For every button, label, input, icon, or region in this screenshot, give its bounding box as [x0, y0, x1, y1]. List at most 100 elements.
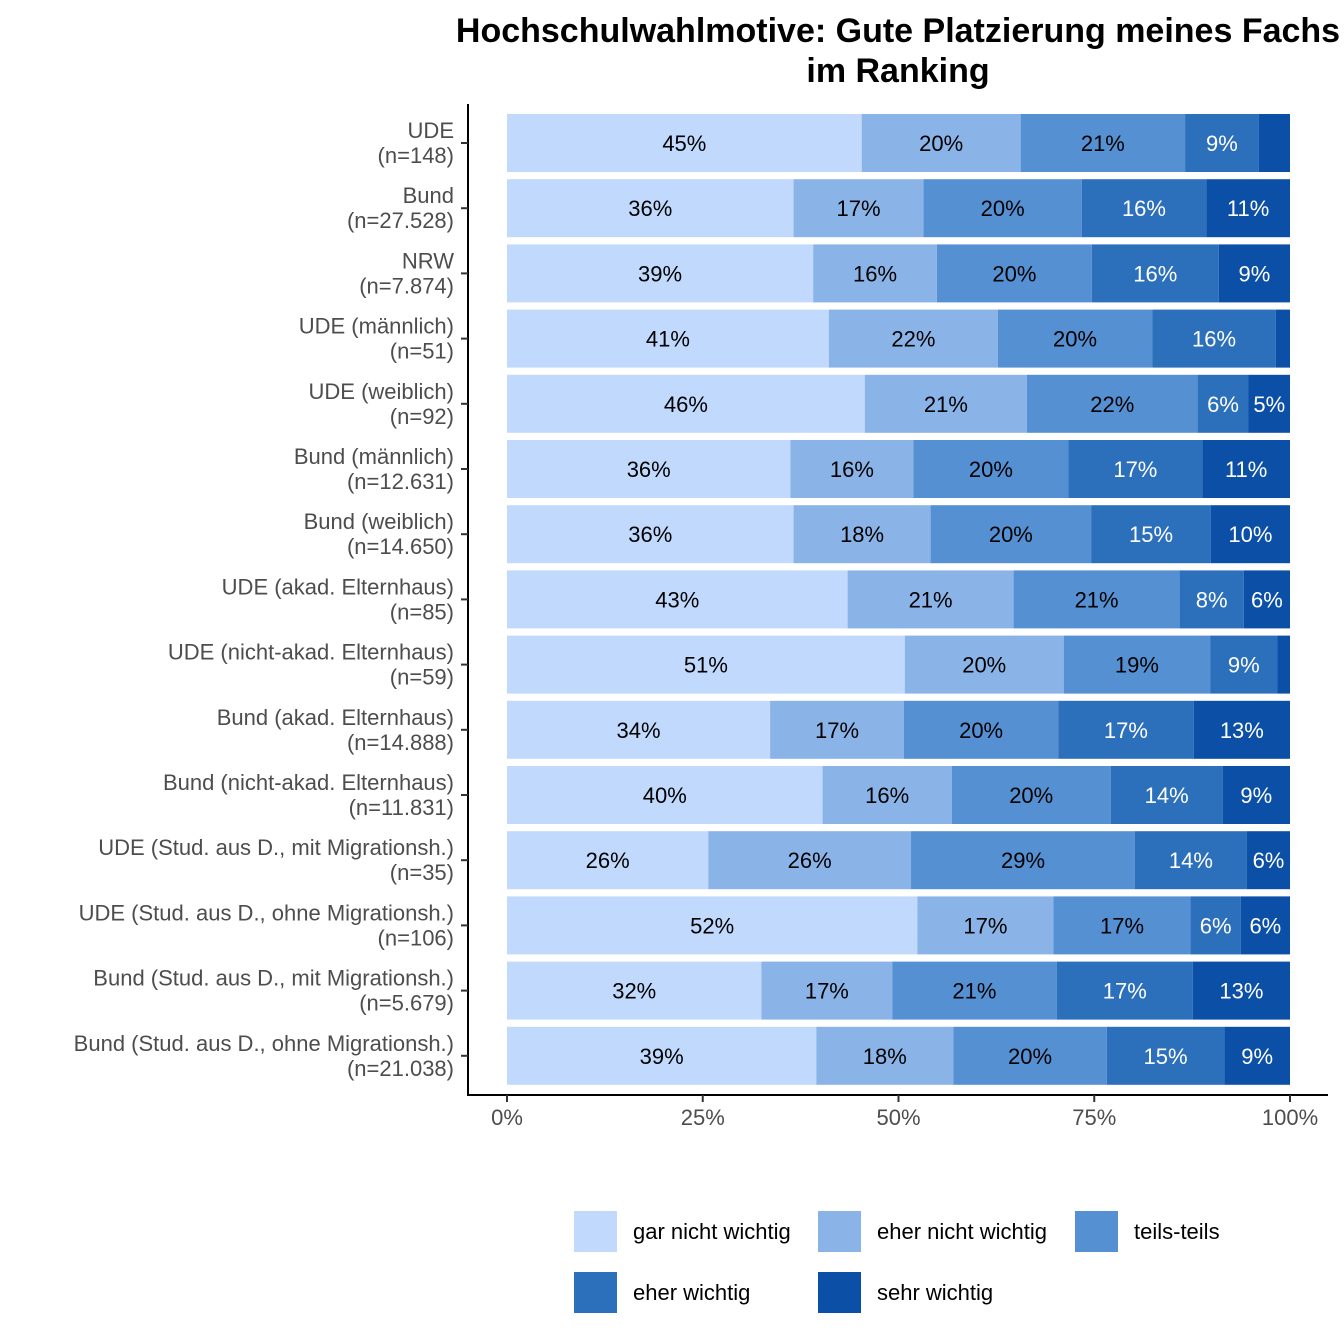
data-label: 26% — [788, 848, 832, 873]
data-label: 16% — [865, 783, 909, 808]
data-label: 21% — [909, 587, 953, 612]
x-tick-label: 75% — [1072, 1105, 1116, 1130]
y-tick-label: NRW — [402, 248, 454, 273]
y-tick-label: Bund — [403, 183, 454, 208]
bar-segment — [507, 309, 829, 368]
data-label: 40% — [643, 783, 687, 808]
data-label: 36% — [628, 522, 672, 547]
data-label: 21% — [952, 979, 996, 1004]
bar-segment — [1192, 961, 1290, 1020]
data-label: 20% — [981, 196, 1025, 221]
legend-key — [818, 1272, 861, 1313]
bar-segment — [507, 700, 771, 759]
data-label: 46% — [664, 392, 708, 417]
y-tick-label: UDE (Stud. aus D., mit Migrationsh.) — [98, 835, 454, 860]
legend-label: sehr wichtig — [877, 1280, 993, 1305]
bar-segment — [1210, 505, 1290, 564]
bar-segment — [1110, 766, 1223, 824]
bar-segment — [917, 896, 1054, 955]
data-label: 22% — [891, 327, 935, 352]
data-label: 11% — [1225, 457, 1267, 482]
data-label: 20% — [962, 653, 1006, 678]
x-tick-label: 100% — [1262, 1105, 1318, 1130]
data-label: 20% — [919, 131, 963, 156]
data-label: 17% — [1104, 718, 1148, 743]
data-label: 36% — [628, 196, 672, 221]
data-label: 39% — [638, 261, 682, 286]
data-label: 39% — [640, 1044, 684, 1069]
bar-segment — [770, 700, 904, 759]
chart-title: Hochschulwahlmotive: Gute Platzierung me… — [456, 12, 1340, 90]
y-tick-label: UDE (weiblich) — [309, 379, 454, 404]
bar-segment — [790, 440, 914, 498]
bar-segment — [904, 635, 1064, 694]
data-label: 6% — [1200, 913, 1232, 938]
bar-segment — [892, 961, 1057, 1020]
y-tick-label: UDE (Stud. aus D., ohne Migrationsh.) — [79, 900, 454, 925]
bar-segment — [1202, 440, 1290, 498]
bar-segment — [1058, 700, 1194, 759]
y-tick-sublabel: (n=51) — [390, 339, 454, 364]
legend-label: eher wichtig — [633, 1280, 750, 1305]
data-label: 16% — [1133, 261, 1177, 286]
data-label: 17% — [1113, 457, 1157, 482]
y-tick-label: UDE — [408, 118, 454, 143]
data-label: 14% — [1145, 783, 1189, 808]
bar-segment — [1026, 374, 1198, 433]
legend-key — [818, 1211, 861, 1252]
data-label: 19% — [1115, 653, 1159, 678]
data-label: 6% — [1253, 848, 1285, 873]
y-tick-sublabel: (n=85) — [390, 599, 454, 624]
data-label: 18% — [840, 522, 884, 547]
bar-segment — [1190, 896, 1241, 955]
legend-label: eher nicht wichtig — [877, 1219, 1047, 1244]
bar-segment — [930, 505, 1092, 564]
data-label: 29% — [1001, 848, 1045, 873]
data-label: 17% — [1103, 979, 1147, 1004]
y-tick-sublabel: (n=148) — [378, 143, 454, 168]
data-label: 21% — [1081, 131, 1125, 156]
bar-segment — [813, 244, 937, 303]
bar-segment — [793, 505, 931, 564]
data-label: 14% — [1169, 848, 1213, 873]
y-tick-label: Bund (Stud. aus D., mit Migrationsh.) — [93, 966, 454, 991]
data-label: 20% — [989, 522, 1033, 547]
bar-segment — [507, 831, 709, 890]
bar-segment — [1275, 309, 1290, 368]
bar-segment — [507, 766, 823, 824]
data-labels-layer: 45% 20% 21% 9% 36% 17% 20% 16% 11% 39% 16% 20% 16% 9%… — [586, 131, 1286, 1069]
data-label: 20% — [969, 457, 1013, 482]
bar-segment — [847, 570, 1014, 629]
bar-segment — [1197, 374, 1249, 433]
bar-segment — [793, 179, 924, 238]
y-tick-sublabel: (n=59) — [390, 665, 454, 690]
bar-segment — [816, 1026, 954, 1085]
y-tick-label: Bund (weiblich) — [304, 509, 454, 534]
data-label: 21% — [1075, 587, 1119, 612]
bar-segment — [1185, 114, 1259, 172]
bar-segment — [1081, 179, 1207, 238]
bar-segment — [1277, 635, 1290, 694]
bar-segment — [1152, 309, 1276, 368]
data-label: 9% — [1206, 131, 1238, 156]
y-tick-sublabel: (n=35) — [390, 860, 454, 885]
bar-segment — [1218, 244, 1290, 303]
data-label: 36% — [627, 457, 671, 482]
title-line-2: im Ranking — [806, 52, 989, 90]
data-label: 16% — [1192, 327, 1236, 352]
bar-segment — [951, 766, 1111, 824]
bar-segment — [507, 505, 794, 564]
bar-segment — [828, 309, 998, 368]
y-tick-sublabel: (n=21.038) — [347, 1056, 454, 1081]
bar-segment — [1246, 831, 1290, 890]
bar-segment — [997, 309, 1153, 368]
bar-segment — [1053, 896, 1191, 955]
data-label: 51% — [684, 653, 728, 678]
bar-segment — [913, 440, 1069, 498]
y-tick-label: UDE (männlich) — [299, 314, 454, 339]
x-tick-label: 50% — [876, 1105, 920, 1130]
bar-segment — [923, 179, 1082, 238]
bar-segment — [1193, 700, 1290, 759]
legend: gar nicht wichtig eher nicht wichtig teils… — [574, 1211, 1220, 1313]
